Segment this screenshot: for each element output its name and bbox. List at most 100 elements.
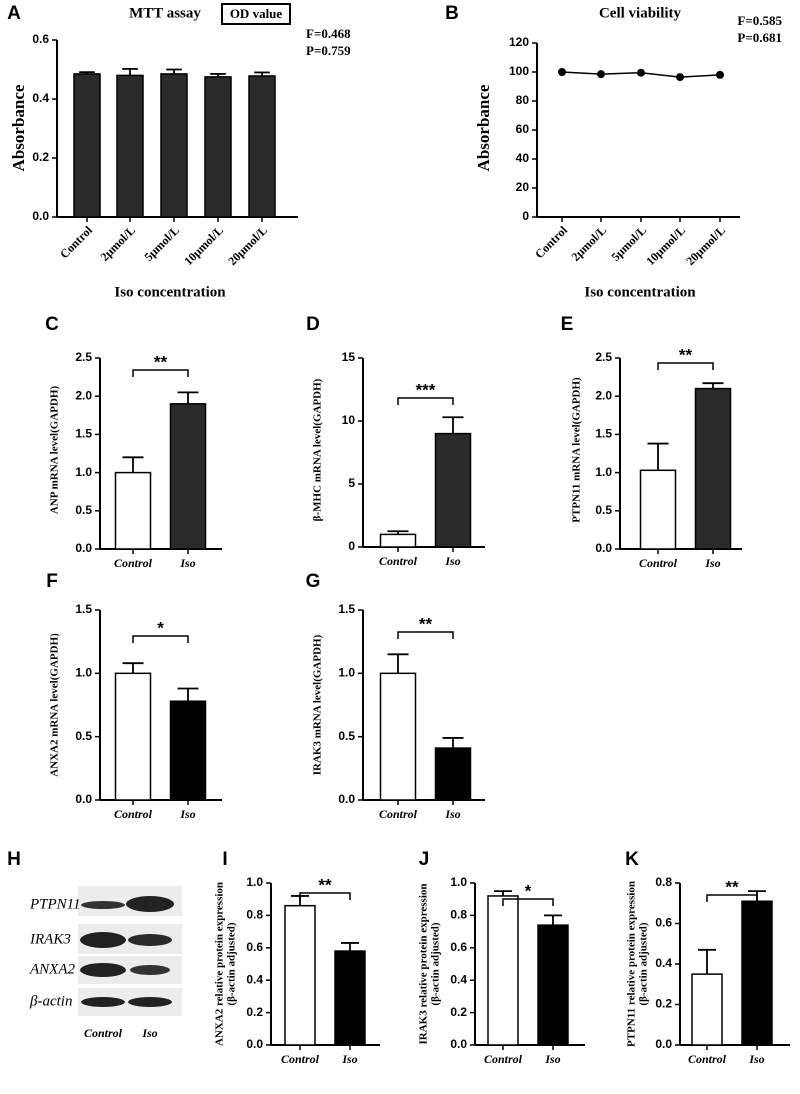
x-tick-label: Iso: [341, 1052, 357, 1066]
y-tick-label: 10: [342, 413, 356, 427]
bar: [114, 672, 152, 801]
y-axis-label: (β-actin adjusted): [638, 922, 650, 1005]
x-tick-label: Control: [639, 556, 678, 570]
y-tick-label: 1.5: [75, 427, 92, 441]
y-tick-label: 0.0: [32, 209, 49, 223]
y-tick-label: 2.5: [595, 350, 612, 364]
x-tick-label: Iso: [704, 556, 720, 570]
y-tick-label: 0.0: [75, 541, 92, 555]
bar: [434, 747, 472, 801]
panel-letter: C: [45, 314, 59, 335]
y-tick-label: 0.8: [655, 875, 672, 889]
blot-row-label: ANXA2: [29, 961, 75, 977]
blot-band: [81, 997, 125, 1007]
badge-text: OD value: [230, 6, 283, 21]
western-blot: [78, 886, 182, 1016]
significance-label: **: [679, 345, 693, 364]
y-tick-label: 100: [509, 64, 529, 78]
bar: [379, 672, 417, 801]
y-axis-label: ANXA2 relative protein expression: [214, 882, 226, 1046]
annotation: F=0.585: [737, 13, 782, 28]
significance-label: *: [157, 618, 164, 637]
y-tick-label: 0.0: [246, 1037, 263, 1051]
panel-letter: E: [561, 314, 574, 335]
panel-letter: K: [625, 849, 639, 870]
point: [637, 68, 645, 77]
y-tick-label: 2.0: [75, 388, 92, 402]
y-axis-label: PTPN11 relative protein expression: [626, 881, 638, 1047]
x-axis-label: Iso concentration: [584, 284, 696, 300]
y-axis-label: Absorbance: [9, 84, 28, 171]
y-tick-label: 20: [516, 180, 530, 194]
y-tick-label: 0.5: [338, 729, 355, 743]
y-tick-label: 120: [509, 35, 529, 49]
y-tick-label: 0.6: [246, 940, 263, 954]
y-tick-label: 0.4: [655, 956, 672, 970]
bar: [537, 924, 569, 1046]
bar: [114, 471, 152, 550]
y-tick-label: 0.8: [450, 908, 467, 922]
significance-bracket: [132, 369, 189, 377]
significance-label: **: [154, 352, 168, 371]
y-axis-label: PTPN11 mRNA level(GAPDH): [571, 377, 583, 523]
x-tick-label: Iso: [748, 1052, 764, 1066]
y-axis-label: (β-actin adjusted): [430, 922, 442, 1005]
bar: [116, 74, 144, 218]
y-tick-label: 1.0: [75, 666, 92, 680]
bar: [248, 75, 276, 218]
blot-band: [80, 932, 126, 948]
annotation: F=0.468: [306, 26, 351, 41]
x-tick-label: Iso: [544, 1052, 560, 1066]
bar: [169, 700, 207, 801]
point: [558, 68, 566, 76]
panel-letter: I: [222, 849, 227, 870]
y-tick-label: 0.6: [655, 916, 672, 930]
y-tick-label: 0.4: [32, 91, 49, 105]
y-tick-label: 0.0: [450, 1037, 467, 1051]
badge-box: [221, 3, 291, 25]
panel-letter: F: [46, 571, 58, 592]
bar: [691, 973, 723, 1046]
annotation: P=0.681: [737, 30, 782, 45]
y-tick-label: 5: [348, 476, 355, 490]
y-tick-label: 0.0: [338, 792, 355, 806]
x-tick-label: Iso: [179, 556, 195, 570]
y-tick-label: 0.6: [32, 32, 49, 46]
y-tick-label: 1.0: [338, 666, 355, 680]
x-tick-label: Iso: [179, 807, 195, 821]
point: [597, 70, 605, 79]
y-tick-label: 0.2: [32, 150, 49, 164]
y-tick-label: 80: [516, 93, 530, 107]
bar: [487, 895, 519, 1046]
panel-letter: A: [7, 3, 21, 24]
blot-row-label: β-actin: [29, 993, 72, 1009]
bar: [334, 950, 366, 1046]
significance-bracket: [299, 892, 351, 900]
significance-label: **: [419, 614, 433, 633]
x-tick-label: Iso: [444, 554, 460, 568]
x-axis-label: Iso concentration: [114, 284, 226, 300]
y-tick-label: 0.8: [246, 908, 263, 922]
bar: [741, 900, 773, 1046]
point: [676, 73, 684, 82]
y-tick-label: 1.0: [450, 875, 467, 889]
y-tick-label: 0.5: [75, 729, 92, 743]
y-tick-label: 0.6: [450, 940, 467, 954]
blot-row-label: IRAK3: [29, 931, 71, 947]
y-tick-label: 0.0: [655, 1037, 672, 1051]
y-tick-label: 1.5: [595, 427, 612, 441]
y-tick-label: 0.5: [75, 503, 92, 517]
y-axis-label: β-MHC mRNA level(GAPDH): [312, 378, 324, 521]
y-tick-label: 15: [342, 350, 356, 364]
y-tick-label: 0.2: [655, 997, 672, 1011]
bar: [160, 73, 188, 218]
significance-label: ***: [416, 380, 436, 399]
bar: [694, 387, 732, 550]
x-tick-label: Control: [114, 556, 153, 570]
y-tick-label: 0.0: [595, 541, 612, 555]
blot-band: [81, 901, 125, 909]
blot-lane-label: Control: [84, 1026, 123, 1040]
blot-band: [130, 965, 170, 975]
x-tick-label: Control: [688, 1052, 727, 1066]
blot-band: [128, 997, 172, 1007]
